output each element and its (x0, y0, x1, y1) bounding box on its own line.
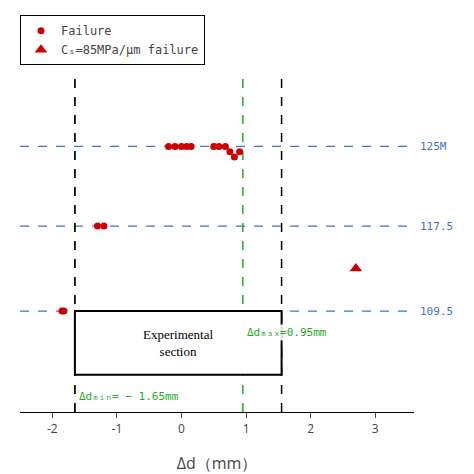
svg-text:2: 2 (307, 420, 314, 437)
svg-text:109.5: 109.5 (420, 305, 453, 318)
svg-text:Δdₘₐₓ=0.95mm: Δdₘₐₓ=0.95mm (247, 326, 327, 339)
svg-text:Cₛ=85MPa/μm failure: Cₛ=85MPa/μm failure (61, 43, 198, 57)
svg-text:Experimentalsection: Experimentalsection (143, 327, 213, 359)
svg-text:-1: -1 (112, 420, 123, 437)
svg-text:Failure: Failure (61, 24, 112, 38)
svg-text:3: 3 (372, 420, 379, 437)
svg-text:Δd（mm）: Δd（mm） (177, 452, 258, 474)
svg-text:117.5: 117.5 (420, 220, 453, 233)
svg-text:Δdₘᵢₙ= − 1.65mm: Δdₘᵢₙ= − 1.65mm (79, 390, 179, 403)
svg-text:125M: 125M (420, 140, 447, 153)
svg-text:-2: -2 (47, 420, 58, 437)
svg-text:0: 0 (178, 420, 185, 437)
svg-text:1: 1 (243, 420, 250, 437)
